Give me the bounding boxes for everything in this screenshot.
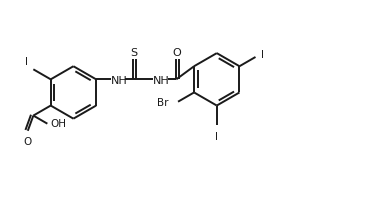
Text: I: I [25, 57, 28, 67]
Text: I: I [261, 50, 264, 60]
Text: Br: Br [157, 98, 169, 108]
Text: NH: NH [111, 76, 128, 86]
Text: O: O [172, 48, 181, 58]
Text: O: O [23, 137, 31, 147]
Text: OH: OH [50, 119, 66, 129]
Text: I: I [215, 132, 218, 142]
Text: S: S [130, 48, 137, 58]
Text: NH: NH [153, 76, 170, 86]
